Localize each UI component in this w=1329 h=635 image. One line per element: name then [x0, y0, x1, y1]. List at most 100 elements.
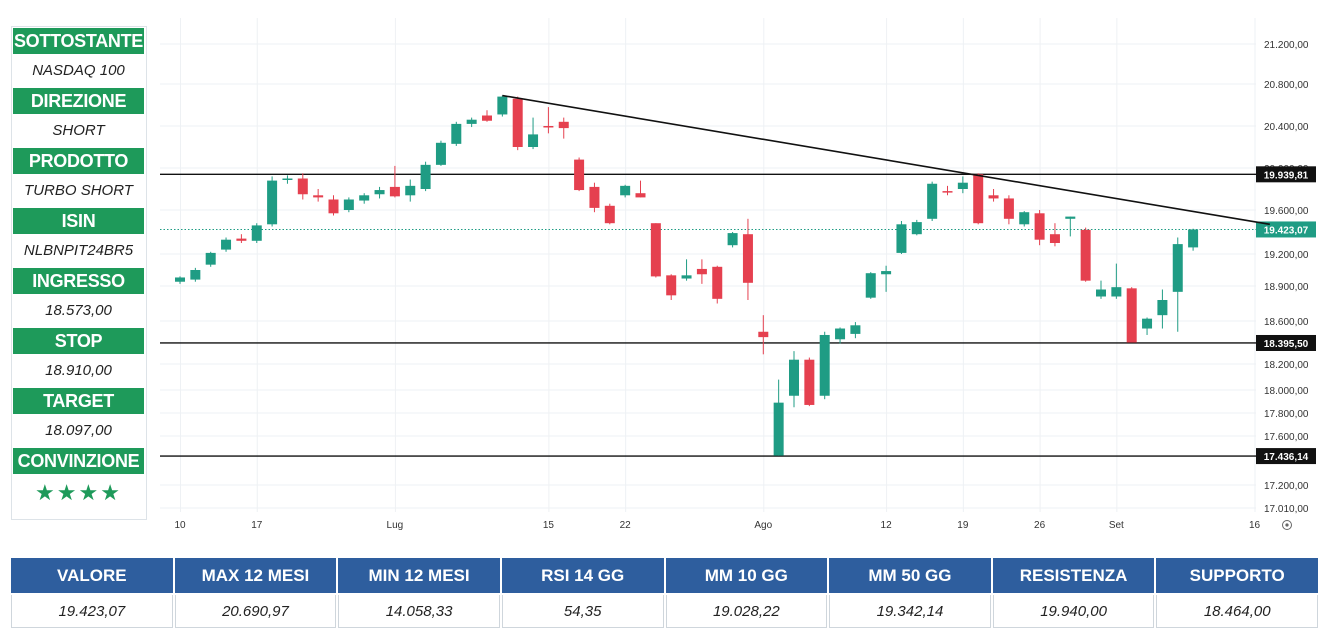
level-label: 19.939,81: [1264, 170, 1309, 181]
panel-label: DIREZIONE: [13, 88, 144, 114]
candle-body: [1126, 288, 1137, 343]
panel-label: INGRESSO: [13, 268, 144, 294]
info-panel: SOTTOSTANTE NASDAQ 100 DIREZIONE SHORT PRODO…: [11, 26, 147, 520]
candle-body: [1096, 289, 1106, 297]
candle-body: [313, 195, 324, 198]
candle-body: [221, 239, 232, 250]
candle-body: [835, 328, 846, 340]
candle-body: [589, 186, 600, 208]
panel-value: TURBO SHORT: [24, 182, 133, 199]
panel-label: ISIN: [13, 208, 144, 234]
candle-body: [712, 266, 723, 299]
settings-icon: [1282, 520, 1292, 530]
y-tick-label: 17.200,00: [1264, 481, 1309, 492]
candle-body: [620, 185, 631, 196]
candle-body: [850, 325, 861, 334]
candle-body: [911, 222, 922, 235]
candle-body: [359, 195, 370, 201]
candle-body: [1157, 300, 1168, 316]
table-value-cell: 18.464,00: [1156, 595, 1318, 628]
candle-body: [666, 275, 677, 296]
x-tick-label: 26: [1034, 520, 1046, 531]
candle-body: [205, 252, 216, 265]
table-value-cell: 14.058,33: [338, 595, 500, 628]
candle-body: [405, 185, 416, 196]
candle-body: [190, 270, 201, 280]
table-value-cell: 19.342,14: [829, 595, 991, 628]
candle-body: [896, 224, 907, 253]
x-tick-label: 15: [543, 520, 555, 531]
candlestick-chart: 21.200,0020.800,0020.400,0020.000,0019.6…: [160, 18, 1316, 531]
candle-body: [635, 193, 646, 198]
panel-value: NASDAQ 100: [32, 62, 125, 79]
candle-body: [374, 190, 385, 195]
x-tick-label: 19: [957, 520, 969, 531]
candle-body: [758, 331, 769, 338]
x-tick-label: 16: [1249, 520, 1261, 531]
candle-body: [973, 174, 984, 224]
table-value-cell: 19.028,22: [665, 595, 828, 628]
table-header-cell: RSI 14 GG: [501, 558, 664, 593]
candle-body: [927, 183, 938, 219]
y-tick-label: 18.000,00: [1264, 386, 1309, 397]
panel-label: PRODOTTO: [13, 148, 144, 174]
y-tick-label: 18.900,00: [1264, 282, 1309, 293]
candle-body: [819, 334, 830, 396]
candle-body: [1003, 198, 1014, 219]
panel-label: STOP: [13, 328, 144, 354]
panel-value: NLBNPIT24BR5: [23, 242, 134, 259]
table-header-cell: RESISTENZA: [992, 558, 1155, 593]
table-value-cell: 20.690,97: [174, 595, 337, 628]
candle-body: [1065, 216, 1076, 219]
candle-body: [604, 205, 615, 224]
candle-body: [451, 123, 462, 144]
candle-body: [282, 178, 293, 180]
y-tick-label: 19.600,00: [1264, 206, 1309, 217]
settings-icon-dot: [1285, 523, 1289, 527]
panel-value: 18.910,00: [45, 362, 112, 379]
panel-value: 18.097,00: [45, 422, 112, 439]
table-header-cell: MIN 12 MESI: [338, 558, 500, 593]
candle-body: [1049, 234, 1060, 243]
x-tick-label: Ago: [754, 520, 772, 531]
candle-body: [251, 225, 262, 241]
candle-body: [175, 277, 185, 282]
level-tag: [1256, 166, 1316, 183]
candle-body: [727, 233, 738, 246]
candle-body: [789, 359, 799, 396]
trendline: [502, 94, 1270, 226]
table-header-cell: MAX 12 MESI: [174, 558, 337, 593]
candle-body: [681, 275, 692, 279]
candle-body: [389, 186, 400, 197]
current-price-tag: [1256, 221, 1316, 238]
candle-body: [236, 238, 247, 241]
candle-body: [1034, 213, 1045, 240]
table-header-cell: MM 10 GG: [665, 558, 828, 593]
y-tick-label: 18.600,00: [1264, 317, 1309, 328]
x-tick-label: 17: [251, 520, 263, 531]
candle-body: [942, 191, 953, 193]
candle-body: [328, 199, 339, 214]
level-tag: [1256, 448, 1316, 465]
candle-body: [512, 98, 523, 147]
candle-body: [343, 199, 354, 210]
table-header-cell: MM 50 GG: [829, 558, 991, 593]
panel-label: SOTTOSTANTE: [13, 28, 144, 54]
level-label: 17.436,14: [1264, 452, 1309, 463]
panel-label: CONVINZIONE: [13, 448, 144, 474]
x-tick-label: 12: [881, 520, 893, 531]
candle-body: [957, 182, 968, 189]
candle-body: [267, 180, 278, 225]
candle-body: [297, 178, 308, 195]
candle-body: [1188, 229, 1199, 248]
candle-body: [696, 268, 707, 275]
level-label: 18.395,50: [1264, 339, 1309, 350]
candle-body: [865, 273, 876, 298]
candle-body: [1019, 212, 1030, 225]
x-tick-label: Set: [1109, 520, 1124, 531]
panel-value: 18.573,00: [45, 302, 112, 319]
y-tick-label: 20.400,00: [1264, 122, 1309, 133]
table-header-cell: VALORE: [11, 558, 173, 593]
candle-body: [1142, 318, 1153, 329]
plot-area: [160, 18, 1256, 512]
